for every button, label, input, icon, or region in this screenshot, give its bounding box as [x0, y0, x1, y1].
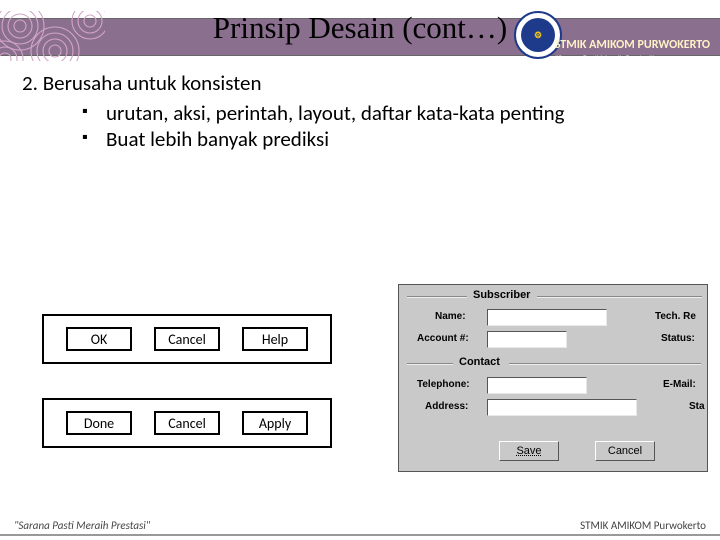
section-subscriber-label: Subscriber — [473, 289, 530, 301]
numbered-item: 2. Berusaha untuk konsisten — [22, 70, 698, 96]
brand-tagline: "Sarana Pasti Meraih Prestasi" — [555, 54, 654, 64]
bullet-item: urutan, aksi, perintah, layout, daftar k… — [82, 100, 698, 126]
email-label: E-Mail: — [663, 379, 696, 390]
save-button-label: Save — [516, 445, 541, 457]
name-input[interactable] — [487, 309, 607, 326]
techre-label: Tech. Re — [655, 311, 696, 322]
button-group-1: OK Cancel Help — [42, 314, 332, 364]
telephone-input[interactable] — [487, 377, 587, 394]
hr — [407, 296, 467, 297]
save-button[interactable]: Save — [499, 441, 559, 461]
hr — [407, 363, 453, 364]
hr — [537, 296, 702, 297]
ok-button[interactable]: OK — [66, 327, 132, 351]
cancel-button-2[interactable]: Cancel — [154, 411, 220, 435]
page-title: Prinsip Desain (cont…) — [0, 10, 720, 46]
account-label: Account #: — [417, 333, 469, 344]
address-input[interactable] — [487, 399, 637, 416]
content-area: 2. Berusaha untuk konsisten urutan, aksi… — [22, 70, 698, 153]
help-button[interactable]: Help — [242, 327, 308, 351]
apply-button[interactable]: Apply — [242, 411, 308, 435]
hr — [509, 363, 701, 364]
bullet-item: Buat lebih banyak prediksi — [82, 126, 698, 152]
sta-label: Sta — [689, 401, 705, 412]
subscriber-dialog: Subscriber Name: Tech. Re Account #: Sta… — [398, 284, 708, 472]
section-contact-label: Contact — [459, 356, 500, 368]
name-label: Name: — [435, 311, 466, 322]
telephone-label: Telephone: — [417, 379, 470, 390]
footer-right: STMIK AMIKOM Purwokerto — [580, 519, 706, 532]
done-button[interactable]: Done — [66, 411, 132, 435]
button-group-2: Done Cancel Apply — [42, 398, 332, 448]
bullet-list: urutan, aksi, perintah, layout, daftar k… — [82, 100, 698, 153]
footer-bar — [0, 534, 720, 536]
account-input[interactable] — [487, 331, 567, 348]
footer-left: "Sarana Pasti Meraih Prestasi" — [14, 519, 150, 532]
status-label: Status: — [661, 333, 695, 344]
address-label: Address: — [425, 401, 468, 412]
cancel-button[interactable]: Cancel — [154, 327, 220, 351]
dialog-cancel-button[interactable]: Cancel — [595, 441, 655, 461]
